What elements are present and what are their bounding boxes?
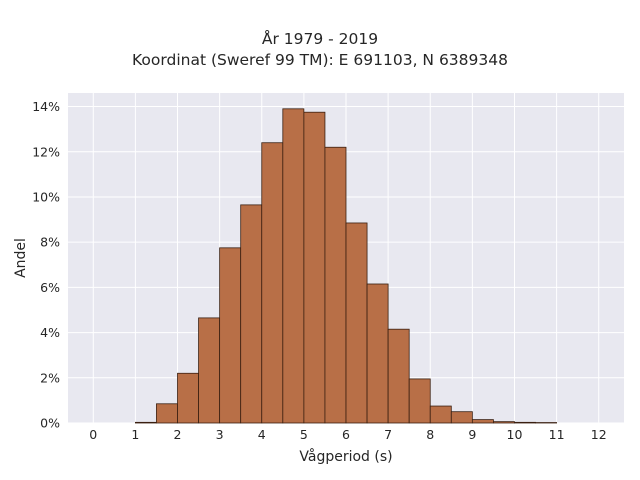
histogram-bar (366, 283, 389, 424)
histogram-bar (514, 421, 536, 424)
histogram-bar (240, 204, 263, 424)
histogram-bar (134, 421, 157, 424)
y-tick-label: 12% (32, 144, 60, 159)
x-tick-label: 3 (216, 427, 224, 442)
histogram-bar (429, 405, 452, 424)
x-tick-label: 5 (300, 427, 308, 442)
x-tick-label: 1 (131, 427, 139, 442)
histogram-bar (303, 111, 326, 424)
y-tick-label: 14% (32, 99, 60, 114)
histogram-bar (450, 411, 473, 424)
x-axis-label: Vågperiod (s) (299, 448, 392, 465)
x-tick-label: 9 (468, 427, 476, 442)
y-axis-label: Andel (13, 238, 29, 278)
x-tick-label: 8 (426, 427, 434, 442)
x-tick-label: 11 (549, 427, 565, 442)
y-tick-label: 10% (32, 189, 60, 204)
histogram-bar (219, 247, 242, 424)
histogram-bar (408, 378, 431, 424)
chart-title-line-1: År 1979 - 2019 (261, 30, 379, 48)
histogram-bar (177, 372, 199, 424)
y-tick-label: 8% (40, 235, 60, 250)
x-tick-label: 6 (342, 427, 350, 442)
histogram-bar (198, 317, 221, 424)
histogram-bar (345, 222, 368, 424)
x-tick-label: 0 (89, 427, 97, 442)
x-tick-label: 10 (507, 427, 523, 442)
y-tick-label: 6% (40, 280, 60, 295)
x-tick-label: 7 (384, 427, 392, 442)
histogram-bar (261, 142, 284, 424)
histogram-bar (156, 403, 178, 424)
y-tick-label: 4% (40, 325, 60, 340)
histogram-bar (282, 108, 305, 424)
y-tick-label: 2% (40, 370, 60, 385)
histogram-bar (493, 421, 515, 424)
x-tick-label: 4 (258, 427, 266, 442)
histogram-bar (324, 146, 347, 424)
histogram-bar (471, 419, 494, 424)
x-tick-label: 12 (591, 427, 607, 442)
chart-title-line-2: Koordinat (Sweref 99 TM): E 691103, N 63… (132, 51, 508, 69)
y-tick-label: 0% (40, 416, 60, 431)
x-tick-label: 2 (174, 427, 182, 442)
histogram-bar (387, 328, 410, 424)
